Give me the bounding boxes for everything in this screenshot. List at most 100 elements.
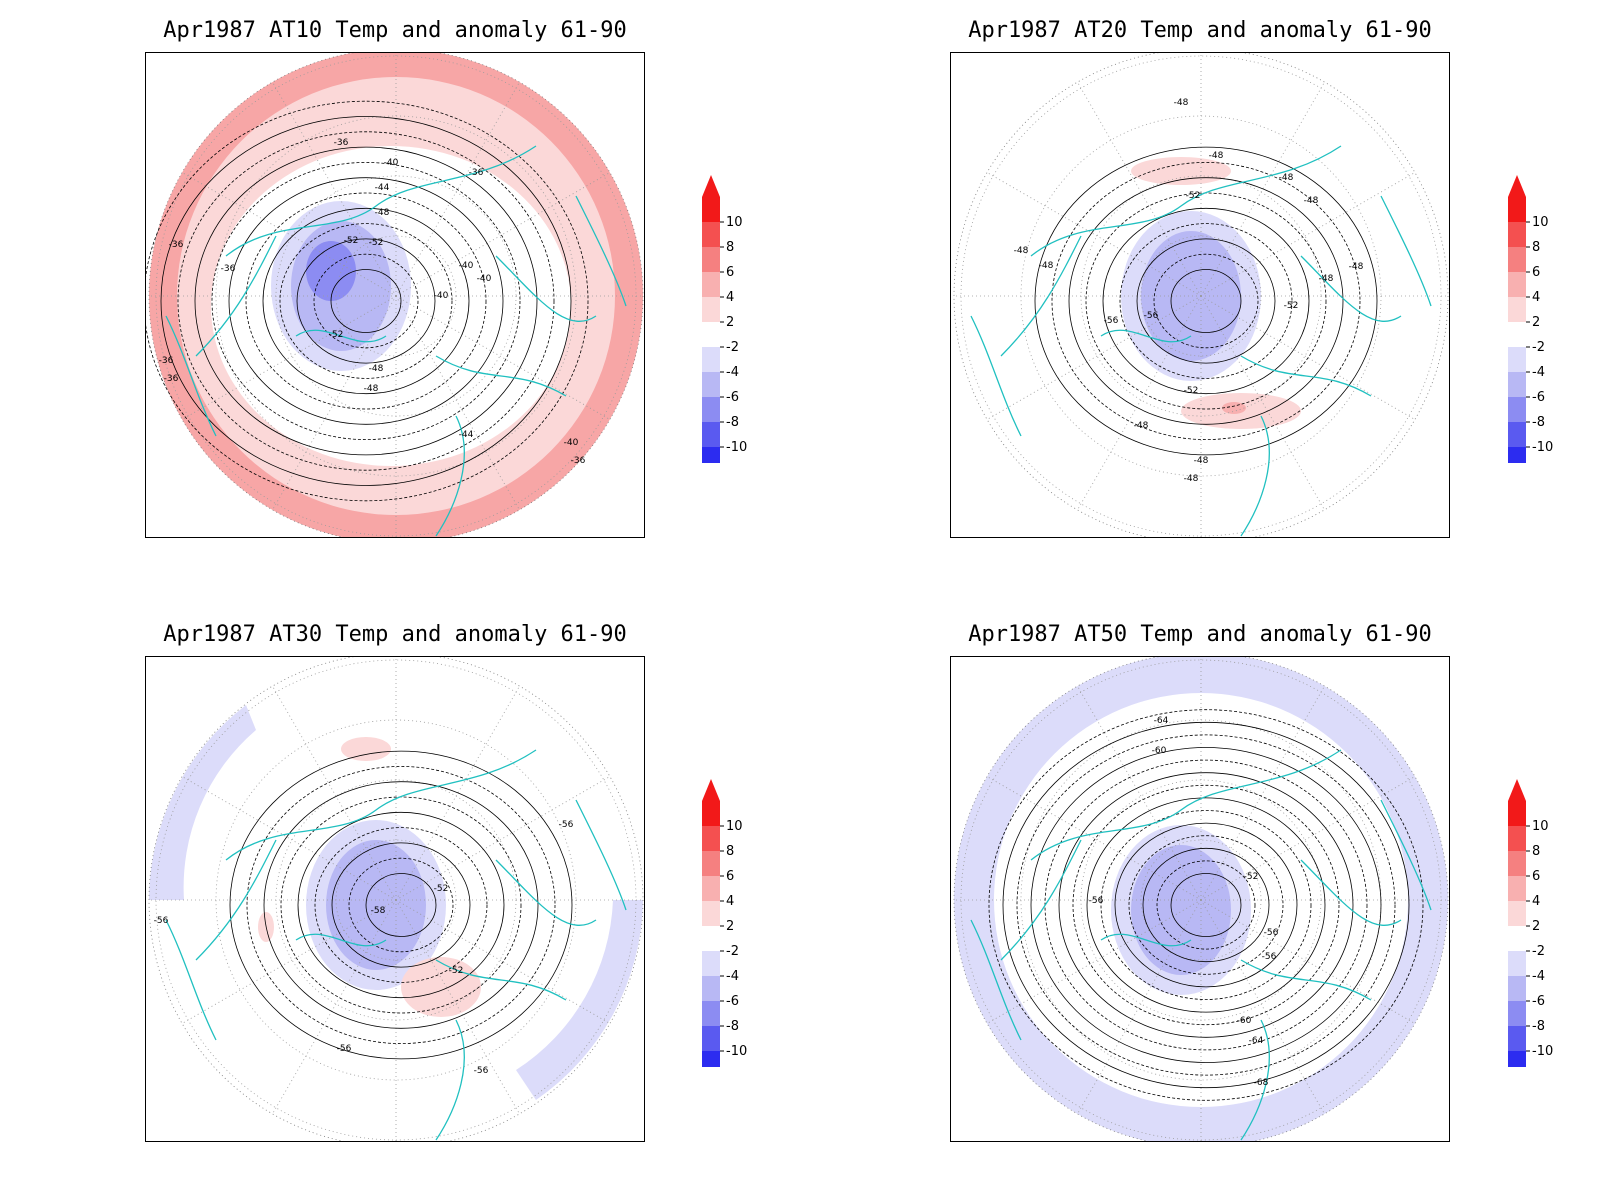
colorbar-label: 8 [726, 240, 734, 255]
contour-label: -52 [434, 884, 449, 894]
coastline [1030, 145, 1342, 257]
contour-label: -56 [1089, 896, 1104, 906]
colorbar-label: -10 [726, 440, 747, 455]
isotherm [296, 238, 436, 364]
coastline [165, 315, 217, 437]
contour-label: -52 [344, 236, 359, 246]
colorbar-svg: 10 8 6 4 2 -2 -4 -6 -8 -10 [702, 779, 747, 1067]
colorbar-swatch [1508, 1051, 1526, 1067]
coastline [435, 959, 567, 1001]
colorbar-swatch [1508, 272, 1526, 297]
isotherm [1102, 207, 1310, 395]
colorbar-swatch [1508, 901, 1526, 926]
colorbar-arrow-top [702, 779, 720, 801]
contour-label: -48 [1304, 196, 1319, 206]
colorbar-swatch [1508, 801, 1526, 826]
colorbar-label: -8 [1532, 1019, 1545, 1034]
coastline [195, 235, 277, 357]
contour-label: -58 [371, 906, 386, 916]
colorbar-swatch [702, 247, 720, 272]
colorbar-swatch [702, 347, 720, 372]
colorbar-swatch [702, 1051, 720, 1067]
colorbar-swatch [702, 447, 720, 463]
isotherm [297, 811, 505, 999]
polar-map: -48 -48 -48 -48 -52 -48 -48 -48 -48 -52 -56 -56 -52 -… [953, 53, 1449, 537]
colorbar-label: 2 [726, 315, 734, 330]
isotherm [146, 100, 589, 502]
coastline [495, 255, 597, 322]
colorbar-label: -2 [1532, 944, 1545, 959]
coastline [1030, 749, 1342, 861]
colorbar-label: -2 [1532, 340, 1545, 355]
contour-label: -52 [1184, 386, 1199, 396]
colorbar-label: 8 [1532, 844, 1540, 859]
coastlines [165, 749, 627, 1141]
colorbar: 10 8 6 4 2 -2 -4 -6 -8 -10 [702, 173, 762, 463]
contour-label: -64 [1249, 1036, 1264, 1046]
colorbar-label: 2 [726, 919, 734, 934]
coastline [225, 145, 537, 257]
isotherm [1034, 146, 1378, 456]
colorbar-swatch [702, 297, 720, 322]
contour-label: -68 [1254, 1078, 1269, 1088]
coastline [575, 799, 627, 911]
panel-title: Apr1987 AT20 Temp and anomaly 61-90 [968, 18, 1432, 43]
coastline [1100, 933, 1192, 947]
contour-label: -56 [337, 1044, 352, 1054]
isotherm [279, 223, 453, 379]
contour-label: -44 [459, 430, 474, 440]
isotherm [1114, 822, 1298, 988]
isotherm [1002, 721, 1410, 1089]
colorbar-swatch [702, 926, 720, 951]
coastline [1240, 415, 1270, 537]
contour-label: -48 [1194, 456, 1209, 466]
isotherm [211, 161, 521, 441]
map-frame: -64 -60 -52 -56 -56 -56 -60 -64 -68 [950, 656, 1450, 1142]
isotherm [1100, 810, 1312, 1000]
polar-map: -64 -60 -52 -56 -56 -56 -60 -64 -68 [953, 657, 1449, 1141]
contour-label: -40 [384, 158, 399, 168]
colorbar-swatch [1508, 322, 1526, 347]
contour-label: -48 [1319, 274, 1334, 284]
colorbar-swatch [702, 222, 720, 247]
colorbar-swatch [702, 422, 720, 447]
isotherm [1030, 747, 1382, 1063]
coastline [495, 859, 597, 926]
contour-label: -40 [434, 291, 449, 301]
isotherm [314, 827, 488, 983]
colorbar-swatch [702, 901, 720, 926]
colorbar-label: 4 [726, 290, 734, 305]
anomaly-area [1131, 157, 1231, 185]
colorbar-swatch [702, 876, 720, 901]
isotherm [348, 857, 454, 953]
contour-label: -48 [1349, 262, 1364, 272]
contour-label: -48 [369, 364, 384, 374]
colorbar-arrow-top [1508, 175, 1526, 197]
anomaly-area [149, 705, 256, 900]
coastline [1000, 839, 1082, 961]
panel-title: Apr1987 AT50 Temp and anomaly 61-90 [968, 622, 1432, 647]
map-frame: -56 -56 -52 -58 -52 -56 -56 [145, 656, 645, 1142]
map-frame: -48 -48 -48 -48 -52 -48 -48 -48 -48 -52 -56 -56 -52 -… [950, 52, 1450, 538]
colorbar-label: -6 [726, 994, 739, 1009]
coastline [1240, 1019, 1270, 1141]
map-boundary [148, 657, 644, 1141]
colorbar-swatch [1508, 1001, 1526, 1026]
contour-label: -56 [559, 820, 574, 830]
colorbar-arrow-top [702, 175, 720, 197]
isotherm [331, 842, 471, 968]
isotherm [313, 253, 419, 349]
contour-label: -60 [1152, 746, 1167, 756]
contour-label: -48 [1014, 246, 1029, 256]
isotherm [330, 269, 402, 333]
colorbar-label: 6 [1532, 869, 1540, 884]
contour-label: -52 [369, 238, 384, 248]
colorbar-label: -6 [1532, 390, 1545, 405]
coastline [575, 195, 627, 307]
colorbar-label: -4 [1532, 969, 1545, 984]
colorbar-label: 10 [726, 819, 743, 834]
contour-label: -48 [364, 384, 379, 394]
isotherm [245, 192, 487, 410]
contour-label: -48 [1174, 98, 1189, 108]
coastline [1300, 859, 1402, 926]
